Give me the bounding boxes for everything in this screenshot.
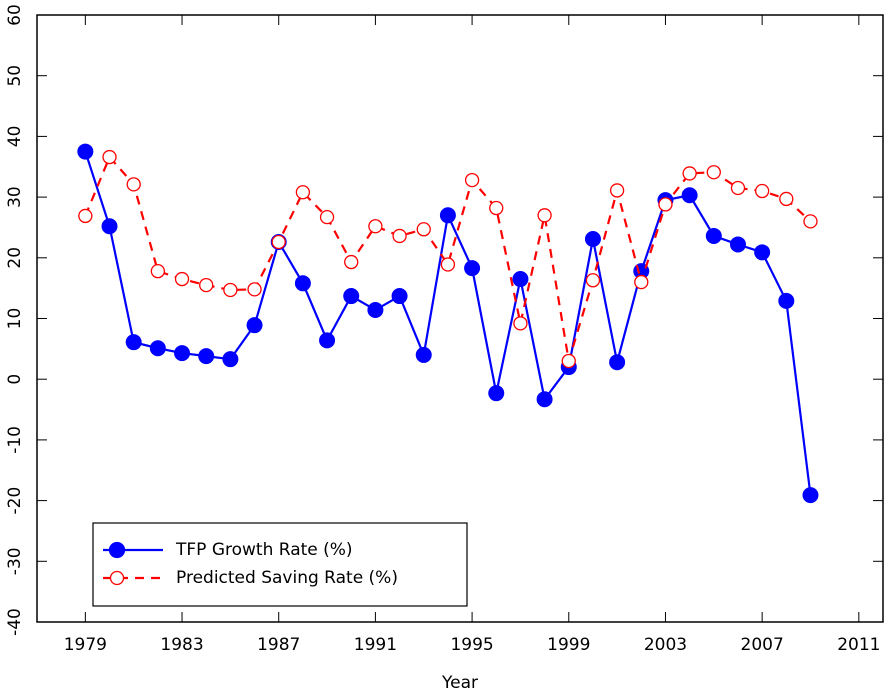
data-point — [440, 257, 456, 272]
data-point — [488, 385, 505, 402]
data-point — [367, 302, 384, 319]
data-point — [585, 273, 601, 288]
data-point — [439, 207, 456, 224]
series-line — [84, 151, 812, 496]
data-point — [778, 292, 795, 309]
data-point — [802, 487, 819, 504]
data-point — [706, 165, 721, 180]
x-tick-label: 1995 — [450, 635, 493, 655]
y-tick-label: -10 — [5, 426, 25, 454]
data-point — [681, 187, 698, 204]
data-point — [754, 183, 770, 199]
data-point — [729, 236, 746, 253]
y-tick-label: -30 — [5, 547, 25, 575]
data-point — [803, 214, 818, 229]
legend-box — [92, 522, 468, 607]
data-point — [271, 234, 286, 250]
y-tick-label: 30 — [5, 186, 25, 208]
data-point — [537, 208, 552, 223]
data-point — [198, 348, 215, 365]
x-tick-label: 2011 — [837, 635, 880, 655]
data-point — [754, 244, 771, 261]
data-point — [125, 334, 142, 351]
data-point — [609, 183, 625, 198]
legend-marker — [109, 570, 125, 586]
data-point — [489, 200, 504, 216]
x-tick-label: 1999 — [547, 635, 590, 655]
data-point — [246, 317, 263, 334]
data-point — [126, 177, 141, 192]
data-point — [464, 260, 481, 277]
data-point — [536, 391, 553, 408]
data-point — [416, 222, 431, 237]
data-point — [561, 353, 576, 369]
data-point — [779, 191, 794, 207]
y-tick-label: -40 — [5, 608, 25, 636]
data-point — [77, 143, 94, 160]
data-point — [174, 345, 191, 362]
data-point — [199, 277, 214, 293]
y-tick-label: 20 — [5, 247, 25, 269]
data-point — [512, 271, 529, 288]
x-tick-label: 2003 — [644, 635, 687, 655]
data-point — [101, 218, 118, 235]
data-point — [102, 149, 117, 165]
x-tick-label: 1991 — [354, 635, 397, 655]
data-point — [705, 227, 722, 244]
y-tick-label: 50 — [5, 65, 25, 87]
y-tick-label: 40 — [5, 126, 25, 148]
data-point — [223, 282, 238, 298]
x-axis-label: Year — [441, 673, 478, 693]
data-point — [609, 354, 626, 371]
data-point — [634, 274, 649, 290]
y-tick-label: -20 — [5, 487, 25, 515]
data-point — [368, 219, 383, 234]
data-point — [174, 271, 190, 287]
y-tick-label: 60 — [5, 4, 25, 26]
data-point — [513, 316, 528, 331]
data-point — [295, 185, 311, 200]
data-point — [344, 254, 359, 270]
y-tick-label: 10 — [5, 308, 25, 330]
x-tick-label: 1979 — [64, 635, 107, 655]
x-tick-label: 1983 — [160, 635, 203, 655]
legend-label: Predicted Saving Rate (%) — [176, 568, 398, 588]
data-point — [730, 180, 746, 196]
x-tick-label: 1987 — [257, 635, 300, 655]
legend-label: TFP Growth Rate (%) — [175, 540, 353, 560]
y-tick-label: 0 — [5, 374, 25, 385]
x-tick-label: 2007 — [741, 635, 784, 655]
legend-marker — [108, 541, 126, 559]
data-point — [658, 197, 673, 212]
data-point — [319, 332, 336, 349]
data-point — [584, 230, 601, 247]
data-point — [343, 288, 360, 305]
data-point — [247, 282, 262, 297]
data-point — [222, 351, 239, 368]
data-point — [149, 340, 166, 357]
data-point — [682, 166, 697, 181]
data-point — [391, 288, 408, 305]
data-point — [415, 346, 432, 363]
data-point — [78, 208, 93, 224]
data-point — [392, 228, 407, 244]
data-point — [319, 209, 335, 225]
data-point — [294, 275, 311, 292]
data-point — [464, 172, 480, 188]
data-point — [150, 264, 166, 279]
